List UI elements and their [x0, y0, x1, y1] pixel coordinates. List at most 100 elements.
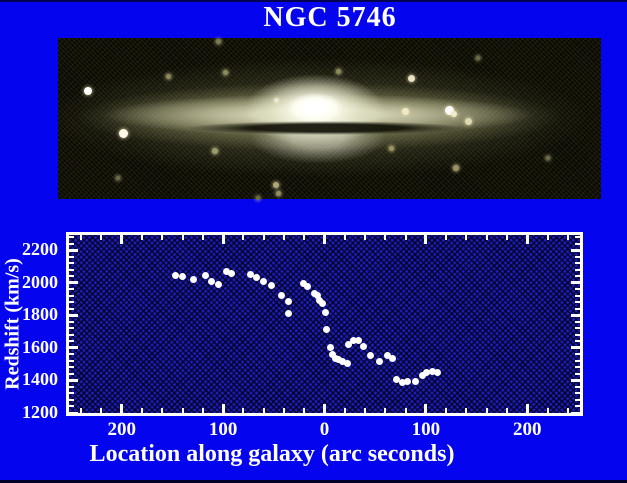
star [84, 87, 92, 95]
axis-tick [69, 411, 78, 415]
axis-tick [120, 404, 124, 413]
data-point [208, 277, 216, 285]
data-point [375, 357, 383, 365]
axis-tick [575, 392, 580, 395]
data-point [268, 281, 276, 289]
axis-tick [69, 255, 74, 258]
axis-tick [181, 408, 184, 413]
axis-tick [242, 235, 245, 240]
data-point [404, 377, 412, 385]
x-tick-label: 200 [513, 419, 542, 440]
axis-tick [364, 235, 367, 240]
axis-tick [69, 294, 74, 297]
x-tick-label: 100 [411, 419, 441, 440]
data-point [260, 277, 268, 285]
y-tick-label: 2200 [22, 239, 58, 260]
axis-tick [575, 405, 580, 408]
axis-tick [69, 281, 78, 285]
data-point [323, 326, 331, 334]
star [464, 117, 472, 125]
data-point [214, 280, 222, 288]
axis-tick [69, 327, 74, 330]
data-point [327, 344, 335, 352]
axis-tick [69, 262, 74, 265]
axis-tick [575, 320, 580, 323]
data-point [383, 351, 391, 359]
axis-tick [201, 408, 204, 413]
data-point [202, 271, 210, 279]
star [212, 148, 218, 154]
data-point [315, 296, 323, 304]
axis-tick [282, 235, 285, 240]
axis-tick [546, 235, 549, 240]
axis-tick [69, 236, 74, 239]
data-point [253, 273, 261, 281]
axis-tick [262, 408, 265, 413]
axis-tick [575, 242, 580, 245]
axis-tick [69, 366, 74, 369]
axis-tick [575, 262, 580, 265]
data-point [322, 309, 329, 317]
axis-tick [69, 353, 74, 356]
axis-tick [424, 235, 428, 244]
axis-tick [343, 235, 346, 240]
axis-tick [69, 392, 74, 395]
axis-tick [485, 235, 488, 240]
axis-tick [575, 327, 580, 330]
axis-tick [575, 359, 580, 362]
data-point [350, 336, 358, 344]
plot-inner [69, 235, 580, 415]
data-point [344, 360, 352, 368]
axis-tick [404, 235, 407, 240]
star [256, 196, 260, 200]
star [451, 111, 457, 117]
data-point [179, 272, 187, 280]
axis-tick [485, 408, 488, 413]
axis-tick [69, 405, 74, 408]
data-point [335, 356, 343, 364]
axis-tick [80, 235, 83, 240]
axis-tick [69, 275, 74, 278]
axis-tick [575, 255, 580, 258]
axis-tick [525, 235, 529, 244]
axis-tick [69, 268, 74, 271]
axis-tick [69, 248, 78, 252]
data-point [429, 367, 437, 375]
axis-tick [571, 248, 580, 252]
axis-tick [575, 275, 580, 278]
axis-tick [262, 235, 265, 240]
data-point [355, 336, 363, 344]
axis-tick [181, 235, 184, 240]
axis-tick [571, 281, 580, 285]
data-point [303, 282, 311, 290]
star [401, 107, 409, 115]
axis-tick [242, 408, 245, 413]
axis-tick [506, 235, 508, 240]
star [476, 56, 480, 60]
y-tick-label: 1400 [22, 369, 58, 390]
axis-tick [323, 235, 326, 244]
axis-tick [100, 235, 103, 240]
axis-tick [575, 353, 580, 356]
data-point [284, 310, 292, 318]
data-point [313, 292, 321, 300]
axis-tick [445, 408, 448, 413]
axis-tick [69, 242, 74, 245]
axis-tick [571, 411, 580, 415]
y-tick-label: 1800 [22, 304, 58, 325]
axis-tick [100, 408, 103, 413]
axis-tick [575, 294, 580, 297]
axis-tick [69, 398, 74, 401]
star [165, 73, 171, 79]
axis-tick [445, 235, 448, 240]
star [222, 69, 228, 75]
axis-tick [303, 235, 306, 240]
x-tick-label: 200 [107, 419, 136, 440]
star [118, 128, 128, 138]
star [215, 38, 221, 44]
axis-tick [424, 404, 428, 413]
axis-tick [571, 313, 580, 317]
axis-tick [69, 372, 74, 375]
axis-tick [465, 408, 468, 413]
